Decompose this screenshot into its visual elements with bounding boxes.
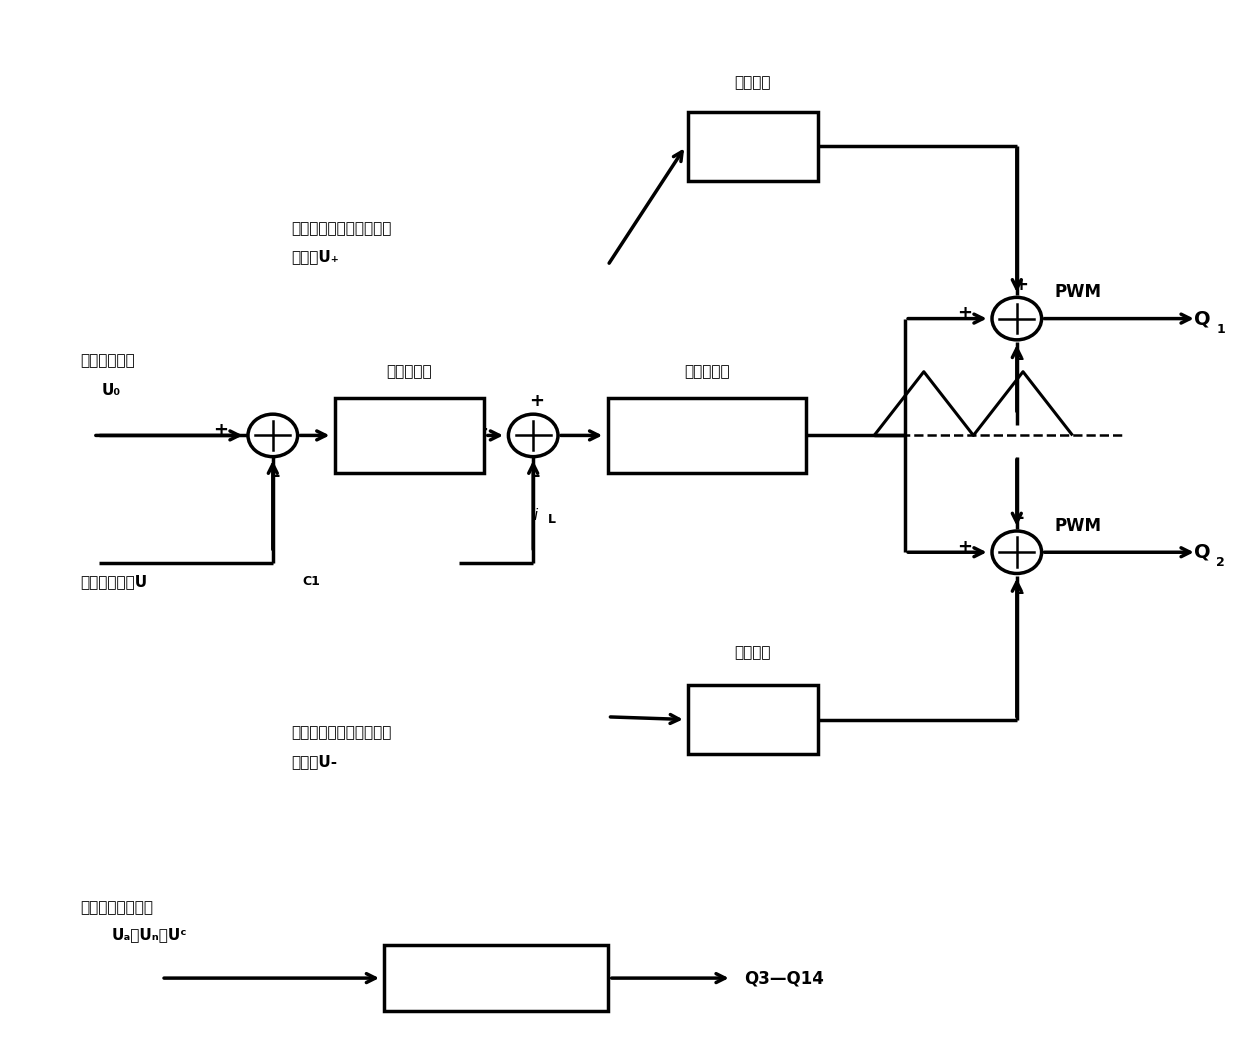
Text: -: -: [1017, 510, 1024, 527]
Text: 比例系数: 比例系数: [734, 646, 771, 661]
Text: -: -: [273, 467, 280, 484]
Text: C1: C1: [303, 576, 320, 588]
Text: K: K: [745, 710, 761, 729]
FancyBboxPatch shape: [688, 112, 818, 181]
Text: 低频换相调制: 低频换相调制: [469, 971, 523, 986]
Text: +: +: [529, 393, 544, 410]
Text: Q: Q: [1194, 543, 1210, 562]
Text: 电压调节器: 电压调节器: [387, 364, 432, 379]
Text: 采样三相输入电压正半周: 采样三相输入电压正半周: [291, 221, 392, 236]
Text: 1: 1: [1216, 323, 1225, 336]
Circle shape: [248, 414, 298, 457]
Text: 输出电压给定: 输出电压给定: [81, 354, 135, 369]
Text: -: -: [1017, 584, 1024, 601]
Text: 比例系数: 比例系数: [734, 75, 771, 90]
Text: PWM: PWM: [1054, 517, 1101, 534]
Text: -: -: [533, 467, 541, 484]
Circle shape: [992, 531, 1042, 573]
Text: +: +: [957, 538, 972, 555]
Text: PWM: PWM: [1054, 284, 1101, 301]
Text: U₀: U₀: [102, 383, 120, 398]
Text: +: +: [213, 422, 228, 439]
FancyBboxPatch shape: [688, 685, 818, 754]
Text: +: +: [957, 305, 972, 322]
Text: Q3—Q14: Q3—Q14: [744, 970, 823, 987]
Text: 包络线U₊: 包络线U₊: [291, 250, 340, 264]
Text: L: L: [548, 513, 556, 526]
Text: +: +: [474, 422, 489, 439]
Text: G（S）: G（S）: [684, 427, 729, 444]
Text: -: -: [1017, 350, 1024, 367]
Text: 包络线U-: 包络线U-: [291, 754, 337, 769]
Text: 输出电压采样U: 输出电压采样U: [81, 575, 148, 589]
Text: 2: 2: [1216, 556, 1225, 569]
Text: Uₐ、Uₙ、Uᶜ: Uₐ、Uₙ、Uᶜ: [112, 927, 187, 942]
Text: 采样三相输入电压: 采样三相输入电压: [81, 901, 154, 915]
Text: R（S）: R（S）: [387, 427, 432, 444]
Text: 采样三相输入电压负半周: 采样三相输入电压负半周: [291, 725, 392, 740]
Text: Q: Q: [1194, 309, 1210, 328]
Circle shape: [992, 297, 1042, 340]
Text: i: i: [533, 508, 538, 523]
FancyBboxPatch shape: [608, 398, 806, 473]
Text: 电流调节器: 电流调节器: [684, 364, 729, 379]
Circle shape: [508, 414, 558, 457]
Text: +: +: [1013, 276, 1028, 293]
FancyBboxPatch shape: [335, 398, 484, 473]
Text: K: K: [745, 137, 761, 155]
FancyBboxPatch shape: [384, 945, 608, 1011]
